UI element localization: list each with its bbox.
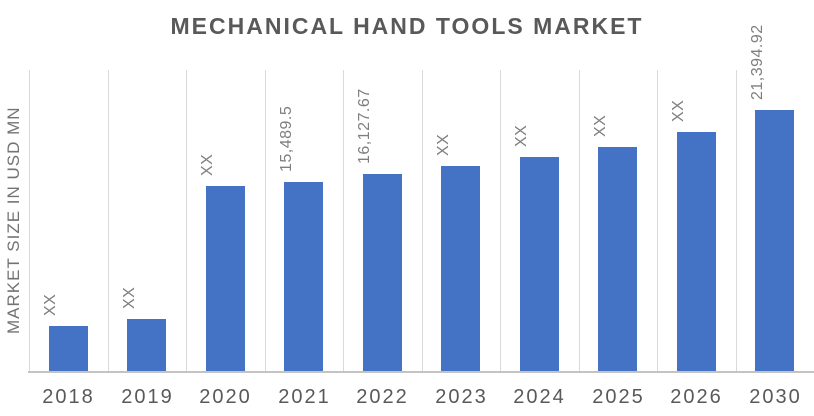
category-gridline — [736, 70, 737, 371]
x-tick-label-2025: 2025 — [592, 386, 645, 408]
bar-value-label-2030: 21,394.92 — [749, 24, 766, 100]
category-gridline — [108, 70, 109, 371]
y-axis-title: MARKET SIZE IN USD MN — [4, 106, 23, 335]
bar-value-label-2019: XX — [121, 286, 138, 309]
x-tick-label-2026: 2026 — [670, 386, 723, 408]
bar-value-label-2024: XX — [513, 124, 530, 147]
bar-value-label-2022: 16,127.67 — [356, 88, 373, 164]
x-axis-line — [28, 371, 814, 373]
bar-value-label-2023: XX — [435, 133, 452, 156]
bar-2022 — [363, 174, 402, 371]
bar-2019 — [127, 319, 166, 371]
bar-2026 — [677, 132, 716, 371]
bar-value-label-2018: XX — [42, 293, 59, 316]
chart-title: MECHANICAL HAND TOOLS MARKET — [170, 13, 644, 39]
category-gridline — [422, 70, 423, 371]
category-gridline — [657, 70, 658, 371]
x-tick-label-2022: 2022 — [356, 386, 409, 408]
bar-2020 — [206, 186, 245, 371]
bar-2030 — [755, 110, 794, 371]
x-tick-label-2023: 2023 — [435, 386, 488, 408]
bar-2025 — [598, 147, 637, 371]
category-gridline — [186, 70, 187, 371]
bar-value-label-2020: XX — [199, 153, 216, 176]
category-gridline — [29, 70, 30, 371]
bar-value-label-2021: 15,489.5 — [278, 105, 295, 172]
x-tick-label-2024: 2024 — [513, 386, 566, 408]
bar-2024 — [520, 157, 559, 371]
bar-value-label-2025: XX — [592, 114, 609, 137]
x-tick-label-2019: 2019 — [121, 386, 174, 408]
bar-value-label-2026: XX — [670, 99, 687, 122]
x-tick-label-2018: 2018 — [42, 386, 95, 408]
category-gridline — [579, 70, 580, 371]
x-tick-label-2020: 2020 — [199, 386, 252, 408]
bar-2021 — [284, 182, 323, 371]
bar-2018 — [49, 326, 88, 371]
category-gridline — [500, 70, 501, 371]
category-gridline — [265, 70, 266, 371]
category-gridline — [343, 70, 344, 371]
x-tick-label-2030: 2030 — [749, 386, 802, 408]
x-tick-label-2021: 2021 — [278, 386, 331, 408]
bar-2023 — [441, 166, 480, 371]
